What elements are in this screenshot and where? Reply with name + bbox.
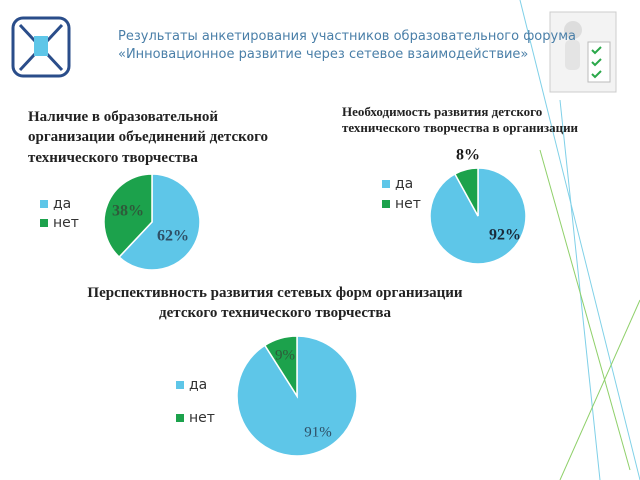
chart-title: Наличие в образовательной организации об… bbox=[28, 109, 269, 166]
header-line: «Инновационное развитие через сетевое вз… bbox=[118, 47, 528, 62]
legend-swatch bbox=[382, 180, 390, 188]
value-label: 62% bbox=[157, 228, 189, 245]
legend-label: да bbox=[53, 196, 71, 212]
legend-swatch bbox=[176, 414, 184, 422]
legend-swatch bbox=[176, 381, 184, 389]
checklist-figure bbox=[549, 11, 617, 93]
legend-swatch bbox=[40, 219, 48, 227]
decor-lines bbox=[519, 0, 640, 480]
legend-label: нет bbox=[395, 196, 421, 212]
value-label: 91% bbox=[304, 424, 332, 440]
logo bbox=[11, 16, 71, 78]
chart-title: Перспективность развития сетевых форм ор… bbox=[87, 285, 463, 322]
pie-slice bbox=[103, 173, 153, 259]
legend-swatch bbox=[40, 200, 48, 208]
value-label: 8% bbox=[456, 147, 480, 164]
header-line: Результаты анкетирования участников обра… bbox=[118, 29, 576, 44]
value-label: 9% bbox=[275, 347, 295, 363]
legend-swatch bbox=[382, 200, 390, 208]
pie-slice bbox=[118, 173, 201, 271]
legend-label: нет bbox=[53, 215, 79, 231]
value-label: 92% bbox=[489, 227, 521, 244]
pie-slice bbox=[263, 335, 298, 399]
chart-title: Необходимость развития детского техничес… bbox=[342, 104, 579, 136]
legend-label: да bbox=[189, 377, 207, 393]
legend-label: нет bbox=[189, 410, 215, 426]
pie-slice bbox=[453, 167, 479, 217]
value-label: 38% bbox=[112, 203, 144, 220]
legend-label: да bbox=[395, 176, 413, 192]
